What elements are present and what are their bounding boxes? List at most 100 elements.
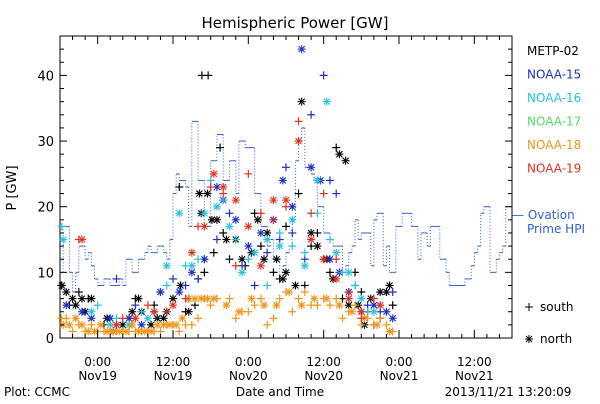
south-marker <box>200 268 209 277</box>
x-tick-time: 12:00 <box>156 355 191 369</box>
south-marker <box>294 117 303 126</box>
north-marker <box>187 248 196 257</box>
north-marker <box>71 301 80 310</box>
legend-entry: NOAA-17 <box>527 115 581 129</box>
legend-entry: METP-02 <box>527 44 579 58</box>
north-marker <box>77 235 86 244</box>
axis-ticks: 0102030400:00Nov1912:00Nov190:00Nov2012:… <box>37 35 513 383</box>
north-marker <box>335 301 344 310</box>
x-tick-date: Nov19 <box>154 369 193 383</box>
north-marker <box>200 222 209 231</box>
legend-entry: NOAA-19 <box>527 162 581 176</box>
north-marker <box>169 301 177 310</box>
south-marker <box>216 143 225 152</box>
north-marker <box>143 314 152 323</box>
north-marker <box>250 248 259 257</box>
north-marker <box>332 248 341 257</box>
north-marker <box>269 196 278 205</box>
south-marker <box>118 314 127 323</box>
x-tick-time: 12:00 <box>457 355 492 369</box>
south-marker <box>282 163 290 172</box>
north-marker <box>77 307 86 316</box>
north-marker <box>341 156 350 165</box>
south-marker <box>269 314 278 323</box>
north-marker <box>260 301 269 310</box>
south-marker <box>231 261 240 270</box>
south-marker <box>376 314 385 323</box>
north-marker <box>260 255 269 264</box>
south-marker <box>181 294 190 303</box>
south-marker <box>250 301 259 310</box>
north-marker <box>282 196 290 205</box>
south-marker <box>204 71 213 80</box>
south-marker <box>206 301 215 310</box>
north-marker <box>385 327 394 336</box>
north-marker <box>278 176 287 185</box>
north-marker <box>200 209 209 218</box>
south-marker <box>269 268 278 277</box>
north-marker <box>272 301 281 310</box>
south-marker <box>275 228 284 237</box>
north-marker <box>322 294 331 303</box>
north-marker <box>195 189 204 198</box>
legend-entry: NOAA-15 <box>527 68 581 82</box>
south-marker <box>288 242 297 251</box>
legend-star-d2 <box>525 335 533 343</box>
south-marker <box>143 301 152 310</box>
north-marker <box>247 294 256 303</box>
south-marker <box>219 228 228 237</box>
north-marker <box>288 202 297 211</box>
south-marker <box>388 288 397 297</box>
legend-ovation-line1: — Ovation <box>512 208 575 222</box>
north-marker <box>156 288 165 297</box>
x-tick-date: Nov19 <box>78 369 117 383</box>
south-marker <box>225 294 234 303</box>
north-marker <box>231 196 240 205</box>
y-tick-label: 30 <box>37 135 54 150</box>
x-tick-time: 0:00 <box>84 355 111 369</box>
north-marker <box>62 301 71 310</box>
south-marker <box>231 314 240 323</box>
south-marker <box>175 327 184 336</box>
south-marker <box>194 255 203 264</box>
south-marker <box>181 281 190 290</box>
north-marker <box>307 163 316 172</box>
north-marker <box>285 288 294 297</box>
north-marker <box>272 255 281 264</box>
north-marker <box>175 209 184 218</box>
north-marker <box>376 301 385 310</box>
south-marker <box>87 320 96 329</box>
south-marker <box>275 294 284 303</box>
north-marker <box>68 294 77 303</box>
north-marker <box>187 261 196 270</box>
south-marker <box>300 248 309 257</box>
x-tick-date: Nov21 <box>380 369 419 383</box>
south-marker <box>288 307 297 316</box>
north-marker <box>209 294 218 303</box>
north-marker <box>256 261 265 270</box>
data-markers <box>57 45 397 336</box>
south-marker <box>288 228 297 237</box>
north-marker <box>162 261 171 270</box>
north-marker <box>212 202 221 211</box>
north-marker <box>172 320 181 329</box>
legend-marker-label: south <box>540 300 574 314</box>
south-marker <box>244 307 253 316</box>
north-marker <box>71 314 80 323</box>
south-marker <box>332 255 341 264</box>
y-tick-label: 40 <box>37 69 54 84</box>
north-marker <box>121 327 130 336</box>
x-tick-date: Nov20 <box>304 369 343 383</box>
legend-entry: NOAA-18 <box>527 138 581 152</box>
north-marker <box>128 320 137 329</box>
north-marker <box>219 183 228 191</box>
south-marker <box>300 288 309 297</box>
north-marker <box>291 281 300 290</box>
y-tick-label: 20 <box>37 201 54 216</box>
south-marker <box>369 294 378 303</box>
north-marker <box>325 255 334 264</box>
south-marker <box>206 183 215 191</box>
south-marker <box>187 320 196 329</box>
north-marker <box>137 320 146 329</box>
north-marker <box>59 235 68 244</box>
